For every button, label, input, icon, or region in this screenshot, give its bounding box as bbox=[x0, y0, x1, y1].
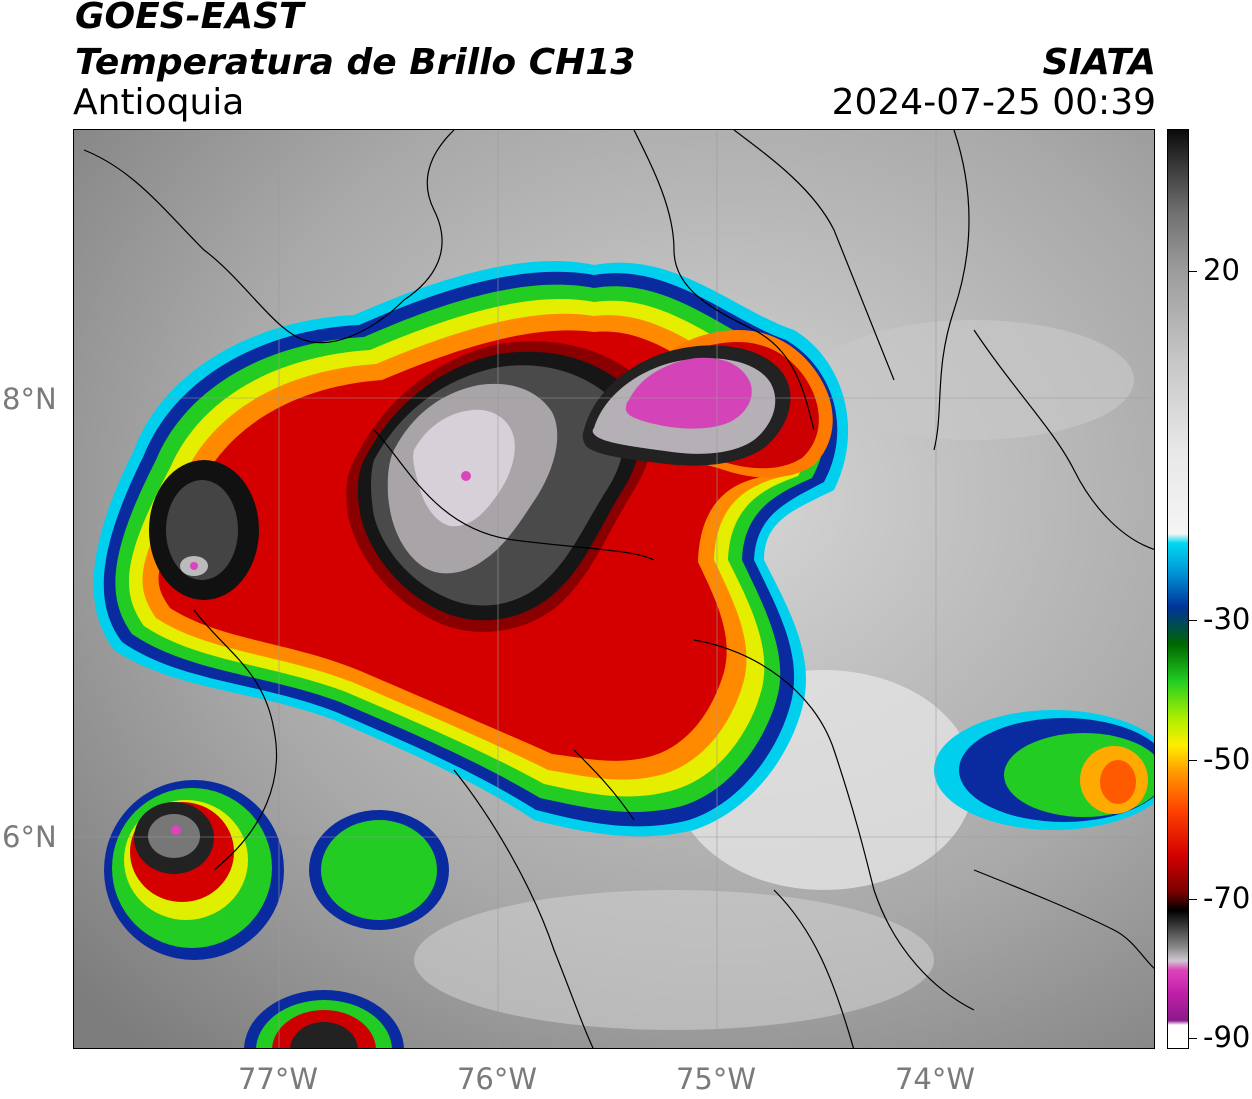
source-label: SIATA bbox=[1042, 42, 1156, 83]
pink-spot bbox=[461, 471, 471, 481]
lat-tick-6n: 6°N bbox=[2, 820, 57, 854]
storm-s-cell bbox=[244, 990, 404, 1048]
cloud-streak bbox=[414, 890, 934, 1030]
lon-tick-75w: 75°W bbox=[675, 1062, 757, 1096]
lon-tick-76w: 76°W bbox=[456, 1062, 538, 1096]
lon-tick-77w: 77°W bbox=[237, 1062, 319, 1096]
satellite-title: GOES-EAST bbox=[75, 0, 304, 37]
lon-tick-74w: 74°W bbox=[894, 1062, 976, 1096]
datetime-label: 2024-07-25 00:39 bbox=[831, 82, 1156, 123]
storm-west-cell bbox=[149, 460, 259, 600]
storm-e-cell bbox=[934, 710, 1154, 830]
admin-borders bbox=[83, 130, 1154, 1048]
colorbar-label-minus50: -50 bbox=[1203, 742, 1251, 776]
colorbar bbox=[1167, 129, 1189, 1049]
region-label: Antioquia bbox=[73, 82, 245, 123]
storm-sw-cell bbox=[104, 780, 449, 960]
colorbar-tick bbox=[1189, 271, 1197, 272]
ne-cell-magenta bbox=[625, 357, 752, 429]
contour-pale bbox=[413, 409, 515, 527]
map-canvas bbox=[74, 130, 1154, 1048]
cloud-streak bbox=[814, 320, 1134, 440]
storm-main bbox=[93, 261, 849, 837]
product-title: Temperatura de Brillo CH13 bbox=[75, 42, 636, 83]
colorbar-label-minus70: -70 bbox=[1203, 881, 1251, 915]
colorbar-tick bbox=[1189, 760, 1197, 761]
gridlines bbox=[74, 130, 1154, 1048]
colorbar-label-minus90: -90 bbox=[1203, 1020, 1251, 1054]
colorbar-label-20: 20 bbox=[1203, 253, 1240, 287]
satellite-map[interactable] bbox=[73, 129, 1155, 1049]
colorbar-tick bbox=[1189, 620, 1197, 621]
colorbar-tick bbox=[1189, 1038, 1197, 1039]
colorbar-tick bbox=[1189, 899, 1197, 900]
colorbar-label-minus30: -30 bbox=[1203, 602, 1251, 636]
lat-tick-8n: 8°N bbox=[2, 382, 57, 416]
